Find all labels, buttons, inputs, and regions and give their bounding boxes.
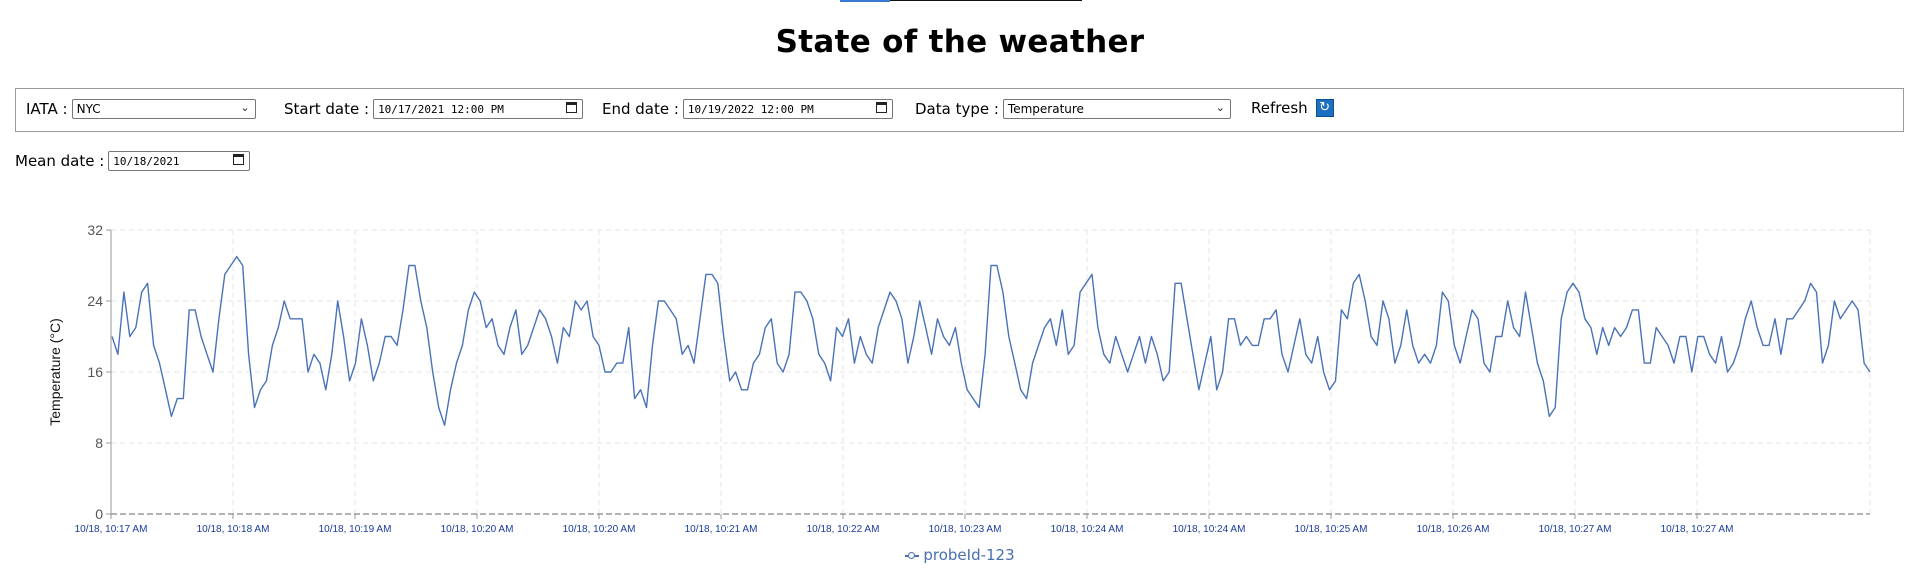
top-nav-divider — [890, 0, 1082, 1]
chart-legend[interactable]: probeId-123 — [0, 546, 1920, 564]
top-nav-active-indicator — [840, 0, 890, 2]
end-date-value: 10/19/2022 12:00 PM — [687, 102, 814, 116]
x-tick-label: 10/18, 10:24 AM — [1173, 524, 1246, 535]
start-date-value: 10/17/2021 12:00 PM — [378, 102, 504, 116]
page-title: State of the weather — [775, 24, 1145, 60]
y-axis-label: Temperature (°C) — [47, 318, 63, 426]
x-tick-label: 10/18, 10:26 AM — [1417, 524, 1490, 535]
refresh-icon: ↻ — [1319, 100, 1331, 115]
start-date-input[interactable]: 10/17/2021 12:00 PM — [373, 99, 584, 119]
x-tick-label: 10/18, 10:18 AM — [197, 524, 270, 535]
end-date-input[interactable]: 10/19/2022 12:00 PM — [682, 99, 893, 119]
y-tick-label: 16 — [87, 364, 103, 380]
mean-date-control: Mean date : 10/18/2021 — [15, 151, 251, 171]
legend-line-marker-icon — [905, 551, 920, 559]
x-tick-label: 10/18, 10:20 AM — [441, 524, 514, 535]
x-tick-label: 10/18, 10:22 AM — [807, 524, 880, 535]
data-type-select[interactable]: Temperature ⌄ — [1002, 99, 1231, 119]
y-tick-label: 32 — [87, 222, 103, 238]
data-type-value: Temperature — [1007, 102, 1084, 116]
y-tick-label: 0 — [95, 506, 103, 522]
data-type-control: Data type : Temperature ⌄ — [915, 99, 1231, 119]
x-tick-label: 10/18, 10:27 AM — [1661, 524, 1734, 535]
x-tick-label: 10/18, 10:21 AM — [685, 524, 758, 535]
chevron-down-icon: ⌄ — [1215, 101, 1225, 114]
end-date-control: End date : 10/19/2022 12:00 PM — [602, 99, 893, 119]
x-tick-label: 10/18, 10:20 AM — [563, 524, 636, 535]
iata-control: IATA : NYC ⌄ — [26, 99, 256, 119]
chevron-down-icon: ⌄ — [240, 101, 250, 114]
mean-date-value: 10/18/2021 — [113, 154, 180, 168]
refresh-label: Refresh — [1251, 99, 1308, 117]
x-tick-label: 10/18, 10:23 AM — [929, 524, 1002, 535]
series-line-probeId-123[interactable] — [111, 255, 1871, 427]
top-nav-underline — [840, 0, 1082, 2]
legend-series-label: probeId-123 — [923, 546, 1015, 564]
iata-select[interactable]: NYC ⌄ — [71, 99, 256, 119]
mean-date-label: Mean date : — [15, 152, 105, 170]
x-tick-label: 10/18, 10:17 AM — [75, 524, 148, 535]
refresh-control: Refresh ↻ — [1251, 99, 1334, 117]
refresh-button[interactable]: ↻ — [1315, 99, 1334, 117]
data-type-label: Data type : — [915, 100, 999, 118]
calendar-icon[interactable] — [875, 102, 887, 113]
temperature-chart: 0 8 16 24 32 10/18, 10:17 AM 10/18, 10:18 AM 10… — [47, 222, 1871, 535]
x-tick-label: 10/18, 10:19 AM — [319, 524, 392, 535]
calendar-icon[interactable] — [566, 102, 578, 113]
filter-bar: IATA : NYC ⌄ Start date : 10/17/2021 12:… — [15, 88, 1904, 132]
end-date-label: End date : — [602, 100, 679, 118]
x-tick-label: 10/18, 10:24 AM — [1051, 524, 1124, 535]
start-date-label: Start date : — [284, 100, 370, 118]
start-date-control: Start date : 10/17/2021 12:00 PM — [284, 99, 584, 119]
iata-value: NYC — [76, 102, 101, 116]
x-tick-label: 10/18, 10:27 AM — [1539, 524, 1612, 535]
y-tick-label: 24 — [87, 293, 103, 309]
x-tick-label: 10/18, 10:25 AM — [1295, 524, 1368, 535]
iata-label: IATA : — [26, 100, 68, 118]
y-tick-label: 8 — [95, 435, 103, 451]
mean-date-input[interactable]: 10/18/2021 — [108, 151, 251, 171]
calendar-icon[interactable] — [233, 154, 245, 165]
